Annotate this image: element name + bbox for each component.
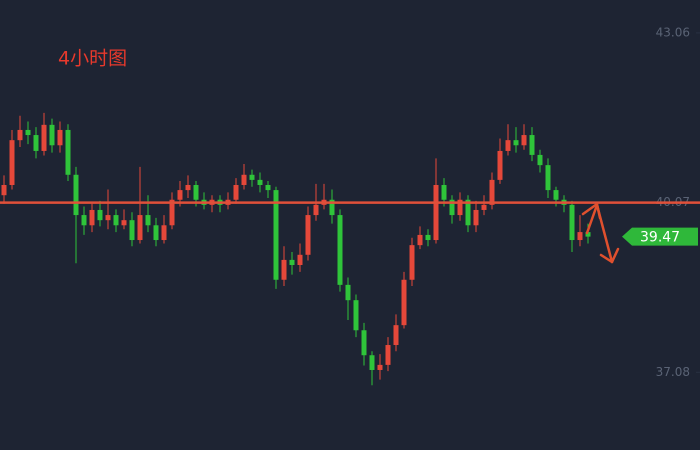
candle-body	[65, 129, 71, 175]
candle-body	[41, 124, 47, 151]
candle-body	[481, 204, 487, 210]
candle-body	[537, 154, 543, 166]
candle-body	[377, 364, 383, 370]
candle-body	[465, 199, 471, 226]
candle-body	[585, 232, 591, 237]
candle-body	[113, 215, 119, 226]
candle-body	[89, 209, 95, 226]
candle-body	[185, 184, 191, 191]
arrow-head-down	[599, 247, 620, 264]
price-label: 39.47	[640, 230, 680, 246]
candle-body	[33, 135, 39, 151]
candle-body	[233, 184, 239, 200]
candle-body	[297, 254, 303, 266]
y-tick-label: 37.08	[656, 365, 690, 379]
candle-body	[313, 204, 319, 216]
candle-body	[513, 140, 519, 146]
candle-body	[529, 135, 535, 155]
candle-body	[441, 184, 447, 200]
candle-body	[353, 300, 359, 331]
candle-body	[305, 215, 311, 255]
candle-body	[449, 199, 455, 216]
candle-body	[121, 220, 127, 226]
candle-body	[249, 174, 255, 180]
candle-body	[137, 215, 143, 241]
candle-body	[17, 129, 23, 141]
candle-body	[273, 190, 279, 280]
arrow-head-up	[581, 202, 602, 220]
candle-body	[393, 325, 399, 346]
candle-body	[337, 215, 343, 285]
candle-body	[369, 355, 375, 370]
candle-body	[9, 140, 15, 185]
candle-body	[457, 199, 463, 216]
candle-body	[473, 209, 479, 226]
candle-body	[545, 165, 551, 191]
price-badge	[622, 227, 698, 246]
candle-body	[489, 179, 495, 205]
candle-body	[521, 135, 527, 146]
candle-body	[577, 232, 583, 241]
candle-body	[193, 184, 199, 200]
candle-body	[177, 190, 183, 200]
chart-title: 4小时图	[58, 48, 127, 70]
candle-body	[401, 279, 407, 326]
candle-body	[73, 174, 79, 216]
candle-body	[57, 129, 63, 146]
candle-body	[129, 220, 135, 241]
candle-body	[81, 215, 87, 226]
candle-body	[145, 215, 151, 226]
candle-body	[409, 245, 415, 280]
y-tick-label: 43.06	[656, 25, 690, 39]
candle-body	[505, 140, 511, 151]
candle-body	[153, 225, 159, 241]
candle-body	[161, 225, 167, 241]
candle-body	[49, 124, 55, 146]
candle-body	[361, 330, 367, 356]
candle-body	[281, 259, 287, 280]
plot-area: 43.0640.0737.08	[0, 25, 700, 386]
candle-body	[425, 234, 431, 241]
candle-body	[169, 199, 175, 226]
candle-body	[553, 190, 559, 200]
candle-body	[433, 184, 439, 241]
candle-body	[257, 179, 263, 185]
candle-body	[25, 129, 31, 136]
candle-body	[385, 345, 391, 365]
candle-body	[417, 234, 423, 246]
candle-body	[265, 184, 271, 191]
candle-body	[329, 199, 335, 216]
candle-body	[289, 259, 295, 266]
candle-body	[569, 204, 575, 241]
candle-body	[105, 215, 111, 221]
candle-body	[1, 184, 7, 196]
candle-body	[241, 174, 247, 185]
candle-body	[345, 284, 351, 301]
candle-body	[97, 209, 103, 221]
annotation-arrows	[581, 202, 620, 264]
candle-body	[497, 150, 503, 180]
